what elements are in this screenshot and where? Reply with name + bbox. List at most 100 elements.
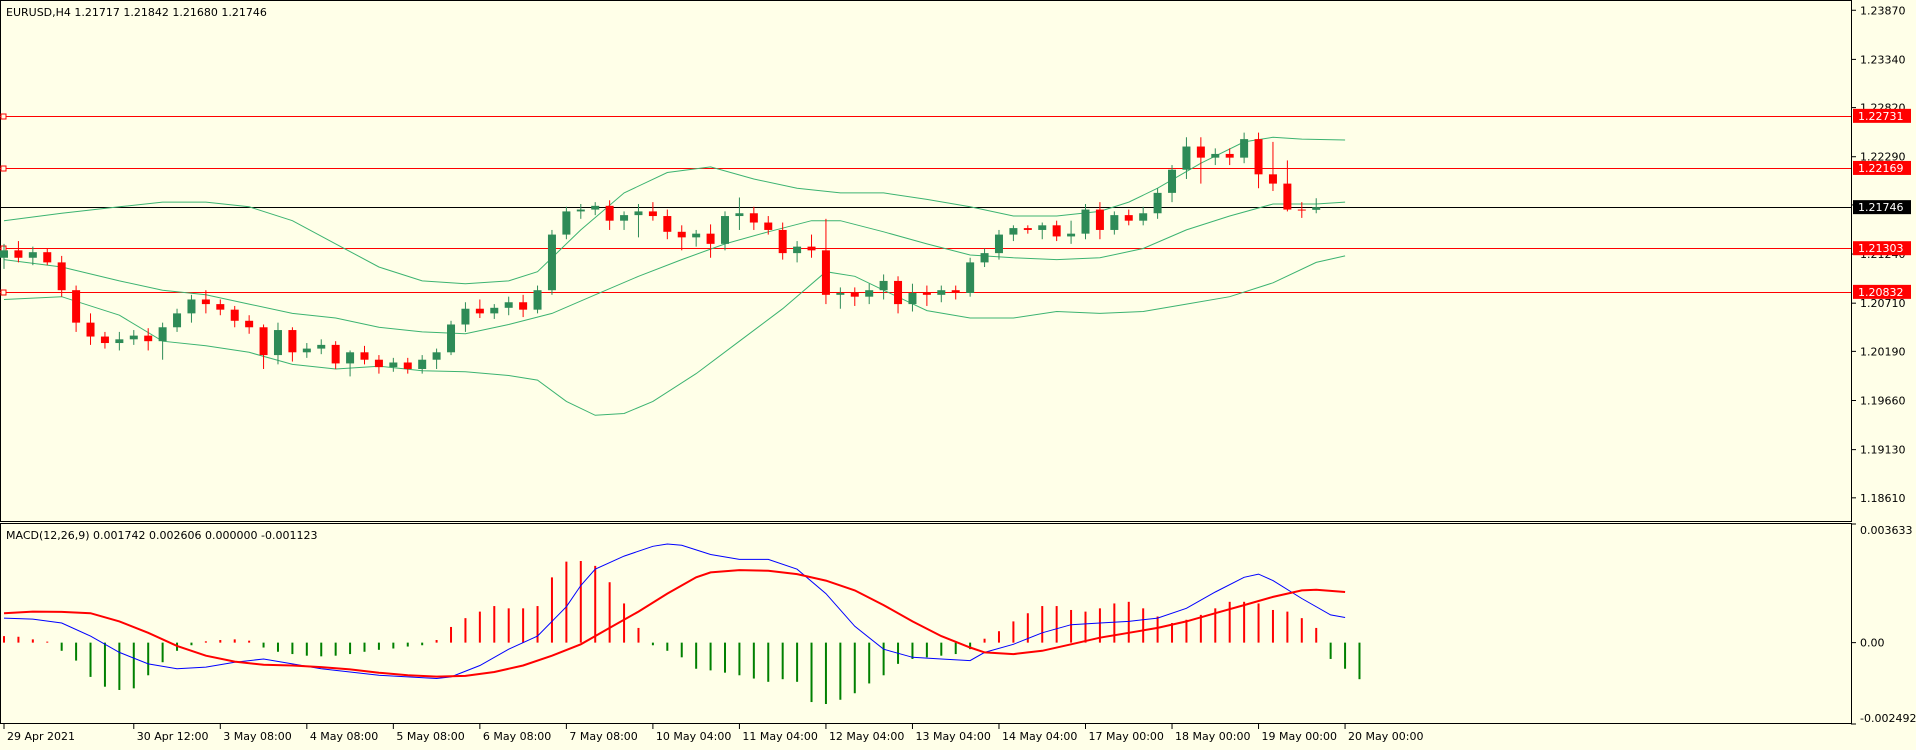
candle-body [591, 205, 600, 210]
candle-body [692, 233, 701, 238]
candle [1196, 137, 1205, 184]
candle [1038, 222, 1047, 240]
macd-axis[interactable]: 0.003633 0.00 -0.002492 [1851, 523, 1916, 725]
candle-body [735, 213, 744, 217]
price-tick-label: 1.19660 [1860, 395, 1906, 408]
candle [1023, 225, 1032, 234]
candle [100, 331, 109, 349]
candle [1240, 132, 1249, 164]
time-tick-label: 17 May 00:00 [1089, 730, 1164, 743]
candle [966, 257, 975, 297]
horizontal-levels [0, 113, 1851, 296]
candle-body [288, 330, 297, 353]
time-tick-label: 6 May 08:00 [483, 730, 551, 743]
candle [547, 229, 556, 295]
candle [1297, 202, 1306, 218]
candle [317, 339, 326, 355]
candle [1182, 137, 1191, 179]
candle [807, 234, 816, 258]
candle [72, 285, 81, 332]
candle-body [922, 292, 931, 295]
candle [1254, 132, 1263, 189]
candle [605, 200, 614, 230]
candle [273, 322, 282, 365]
candle-body [1168, 169, 1177, 193]
candle [620, 211, 629, 230]
candle-body [447, 324, 456, 353]
bollinger-middle [3, 201, 1346, 335]
level-price-label-3-box [1853, 241, 1911, 256]
candle [86, 313, 95, 345]
candle-body [1038, 225, 1047, 230]
candle [980, 248, 989, 268]
candle [764, 216, 773, 235]
candle-body [389, 362, 398, 368]
macd-line [3, 543, 1346, 680]
price-tick-label: 1.18610 [1860, 492, 1906, 505]
candle-body [43, 252, 52, 263]
candle [14, 241, 23, 263]
time-tick-label: 29 Apr 2021 [7, 730, 75, 743]
current-price-label: 1.21746 [1853, 200, 1911, 215]
macd-tick-label: 0.003633 [1860, 524, 1913, 537]
candle [1168, 165, 1177, 203]
candle [1153, 188, 1162, 219]
candle-body [490, 307, 499, 314]
candle-body [562, 211, 571, 235]
candle-body [1009, 228, 1018, 235]
candle [374, 355, 383, 374]
candle-body [533, 290, 542, 310]
candle [735, 197, 744, 230]
candle [302, 343, 311, 358]
candle [331, 341, 340, 369]
candle-body [100, 336, 109, 344]
candle-body [951, 290, 960, 293]
candle [346, 350, 355, 377]
candle-body [418, 359, 427, 369]
candle [129, 330, 138, 345]
candle [245, 315, 254, 334]
time-tick-label: 19 May 00:00 [1262, 730, 1337, 743]
time-tick-label: 30 Apr 12:00 [137, 730, 209, 743]
level-price-label-3-text: 1.21303 [1858, 242, 1904, 255]
candle [706, 224, 715, 258]
candle-body [576, 209, 585, 212]
candle [850, 287, 859, 306]
candle-body [360, 352, 369, 360]
time-axis[interactable]: 29 Apr 2021 30 Apr 12:00 3 May 08:00 4 May … [3, 724, 1423, 743]
candle [576, 203, 585, 219]
macd-tick-label: 0.00 [1860, 637, 1885, 650]
candle [865, 283, 874, 305]
price-tick-label: 1.22290 [1860, 151, 1906, 164]
candle [836, 287, 845, 309]
candle-body [273, 330, 282, 356]
candle-body [1297, 209, 1306, 211]
time-tick-label: 11 May 04:00 [742, 730, 817, 743]
candle-body [331, 344, 340, 364]
candle [663, 209, 672, 240]
candle-body [865, 290, 874, 297]
time-tick-label: 10 May 04:00 [656, 730, 731, 743]
candle-body [201, 299, 210, 305]
candle-body [1283, 183, 1292, 210]
candle [504, 296, 513, 316]
time-tick-label: 13 May 04:00 [915, 730, 990, 743]
candle [1312, 198, 1321, 214]
candle-body [317, 344, 326, 349]
candle-body [807, 246, 816, 251]
candle-body [1211, 153, 1220, 158]
candle [57, 255, 66, 297]
time-tick-label: 14 May 04:00 [1002, 730, 1077, 743]
candle-body [1240, 139, 1249, 158]
price-tick-label: 1.20710 [1860, 297, 1906, 310]
candle-body [475, 308, 484, 314]
candle [879, 274, 888, 300]
candle [677, 225, 686, 251]
candle [648, 202, 657, 221]
level-price-label-4: 1.20832 [1853, 284, 1911, 299]
level-handle-1 [0, 113, 7, 120]
candle-body [1254, 139, 1263, 175]
candle [692, 229, 701, 247]
